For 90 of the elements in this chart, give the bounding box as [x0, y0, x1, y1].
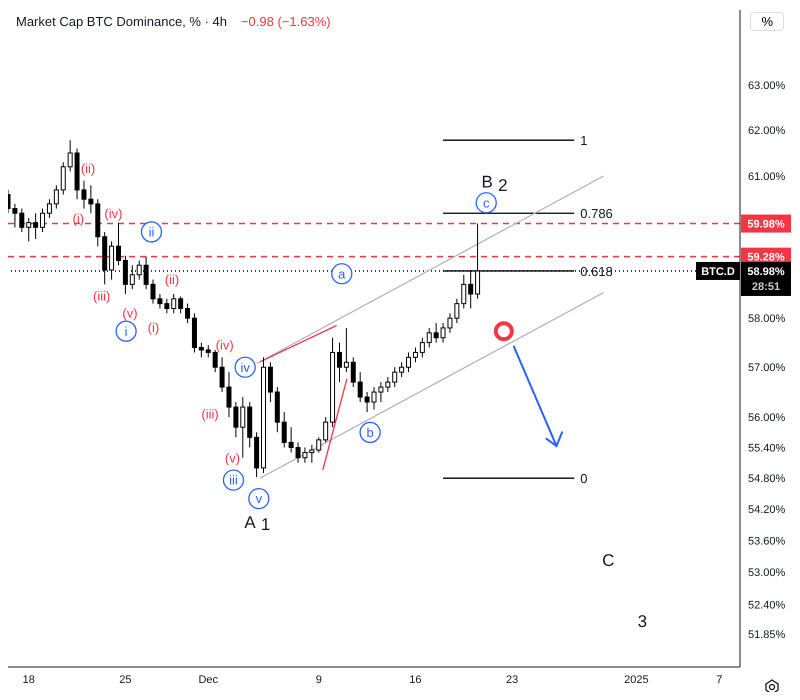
candlestick — [454, 298, 460, 324]
candlestick — [116, 222, 121, 266]
candlestick — [372, 386, 376, 410]
annotation: (ii) — [164, 272, 180, 288]
y-tick-label: 61.00% — [748, 170, 786, 183]
candlestick — [157, 293, 162, 309]
y-tick-label: 53.00% — [748, 567, 786, 580]
candlestick — [122, 255, 128, 294]
annotation: (iv) — [216, 337, 234, 352]
candlestick — [88, 184, 94, 214]
x-tick-label: 2025 — [624, 674, 649, 686]
candlestick — [378, 382, 384, 403]
candlestick — [302, 446, 308, 464]
ref-line-label: 59.28% — [747, 252, 785, 264]
candlestick — [185, 303, 190, 324]
x-tick-label: 16 — [409, 674, 422, 686]
x-tick-label: 25 — [119, 674, 132, 686]
text: 28:51 — [752, 280, 780, 293]
candlestick — [412, 347, 418, 363]
annotation: 3 — [638, 612, 648, 632]
y-tick-label: 55.40% — [748, 442, 786, 454]
candlestick — [46, 198, 52, 218]
candlestick — [233, 402, 238, 438]
chart-title: Market Cap BTC Dominance, % · 4h — [16, 14, 227, 29]
annotation: b — [366, 424, 374, 440]
candlestick — [336, 342, 342, 383]
candlestick — [81, 180, 86, 210]
candlestick — [226, 372, 232, 418]
candlestick — [364, 392, 370, 413]
candlestick — [178, 296, 184, 314]
annotation: C — [602, 550, 614, 570]
annotation: A — [244, 512, 256, 532]
candlestick — [220, 356, 225, 393]
candlestick — [309, 444, 314, 464]
candlestick — [40, 208, 46, 233]
annotation: (ii) — [80, 161, 96, 176]
candlestick — [344, 327, 349, 373]
candlestick — [33, 212, 38, 240]
annotation: B — [482, 172, 493, 192]
annotation: v — [256, 491, 263, 506]
y-tick-label: 51.85% — [748, 629, 786, 642]
candlestick — [150, 279, 156, 304]
annotation: 0 — [580, 471, 588, 486]
candlestick — [68, 140, 73, 172]
y-tick-label: 63.00% — [748, 80, 786, 92]
annotation: ii — [148, 224, 154, 240]
annotation: (iii) — [93, 288, 110, 304]
x-tick-label: 9 — [316, 674, 322, 686]
candlestick — [447, 312, 452, 334]
annotation: a — [338, 266, 346, 282]
annotation: (iii) — [201, 406, 219, 422]
annotation: i — [124, 324, 128, 339]
ref-line-label: 59.98% — [747, 218, 785, 231]
y-tick-label: 57.00% — [748, 362, 786, 374]
x-tick-label: 23 — [506, 674, 518, 686]
annotation: iv — [240, 360, 250, 375]
x-tick-label: 18 — [22, 674, 35, 686]
y-tick-label: 58.00% — [748, 313, 786, 326]
annotation: iii — [229, 472, 238, 488]
annotation: 1 — [260, 514, 270, 534]
candlestick — [288, 426, 294, 454]
annotation: (i) — [148, 320, 160, 335]
candlestick — [406, 352, 412, 373]
x-tick-label: Dec — [198, 674, 219, 686]
annotation: 1 — [580, 133, 588, 148]
annotation: (v) — [122, 305, 138, 320]
y-tick-label: 56.00% — [748, 412, 786, 424]
chart-subtitle: −0.98 (−1.63%) — [240, 14, 331, 29]
y-tick-label: 54.80% — [748, 473, 786, 486]
annotation: (i) — [72, 210, 84, 226]
text: 58.98% — [747, 266, 785, 278]
y-tick-label: 52.40% — [748, 599, 786, 612]
candlestick — [296, 442, 301, 464]
annotation: 0.618 — [580, 264, 613, 279]
annotation: c — [482, 195, 490, 210]
candlestick — [434, 322, 439, 344]
x-tick-label: 7 — [716, 674, 722, 686]
candlestick — [399, 362, 404, 378]
annotation: (iv) — [104, 206, 122, 221]
ref-line-label: BTC.D — [701, 266, 735, 278]
annotation: 0.786 — [580, 206, 613, 222]
candlestick — [440, 322, 446, 344]
candlestick — [12, 203, 18, 228]
y-axis-title: % — [750, 12, 784, 31]
annotation: 2 — [498, 176, 508, 196]
y-tick-label: 62.00% — [748, 125, 786, 138]
y-tick-label: 53.60% — [748, 536, 786, 548]
y-tick-label: 54.20% — [748, 504, 786, 516]
annotation: (v) — [224, 450, 240, 466]
candlestick — [198, 342, 204, 358]
